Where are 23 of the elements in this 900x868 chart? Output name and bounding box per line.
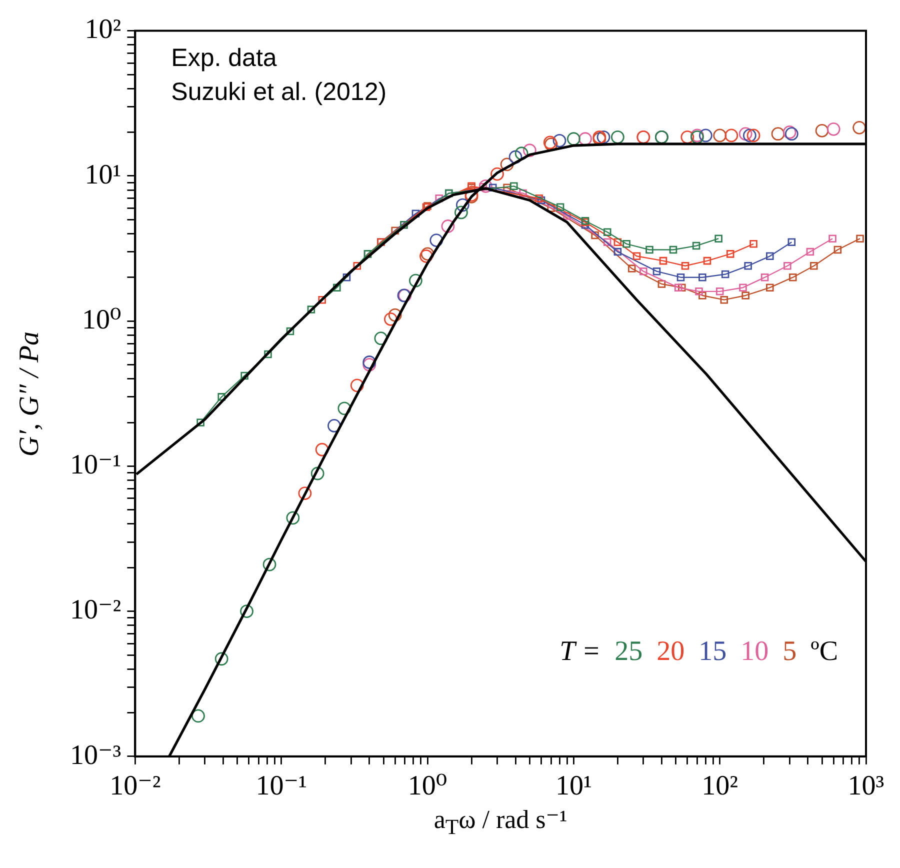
text: 20 [656,636,685,668]
y-tick-label: 10² [84,14,122,46]
x-tick-label: 10¹ [555,770,592,802]
annotation: Suzuki et al. (2012) [171,76,387,108]
x-tick-label: 10² [702,770,738,802]
text: 5 [782,636,797,668]
annotation: Exp. data [171,42,278,74]
x-tick-label: 10⁻² [110,770,161,802]
text: 15 [698,636,727,668]
x-axis-title: a$_{T}$ω / rad s⁻¹ [432,804,568,842]
y-tick-label: 10⁰ [82,304,122,336]
legend-title: T = [560,636,601,668]
x-tick-label: 10³ [848,770,884,802]
y-tick-label: 10⁻¹ [70,450,122,481]
y-tick-label: 10⁻² [70,594,122,626]
y-axis-title: G′, G″ / Pa [14,330,46,458]
text: 25 [614,636,643,668]
y-tick-label: 10¹ [84,159,122,190]
annotation: ºC [810,636,838,668]
text: 10 [740,636,769,668]
x-tick-label: 10⁻¹ [256,770,307,802]
x-tick-label: 10⁰ [408,770,448,802]
y-tick-label: 10⁻³ [70,740,122,771]
